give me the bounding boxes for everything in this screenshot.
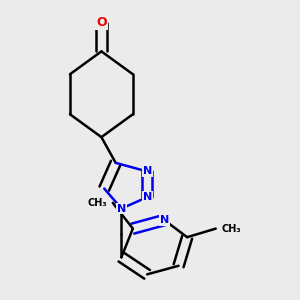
Text: N: N (160, 215, 169, 225)
Text: CH₃: CH₃ (88, 198, 107, 208)
Text: O: O (96, 16, 107, 29)
Text: N: N (142, 167, 152, 176)
Text: N: N (142, 192, 152, 202)
Text: N: N (117, 204, 126, 214)
Text: CH₃: CH₃ (221, 224, 241, 234)
